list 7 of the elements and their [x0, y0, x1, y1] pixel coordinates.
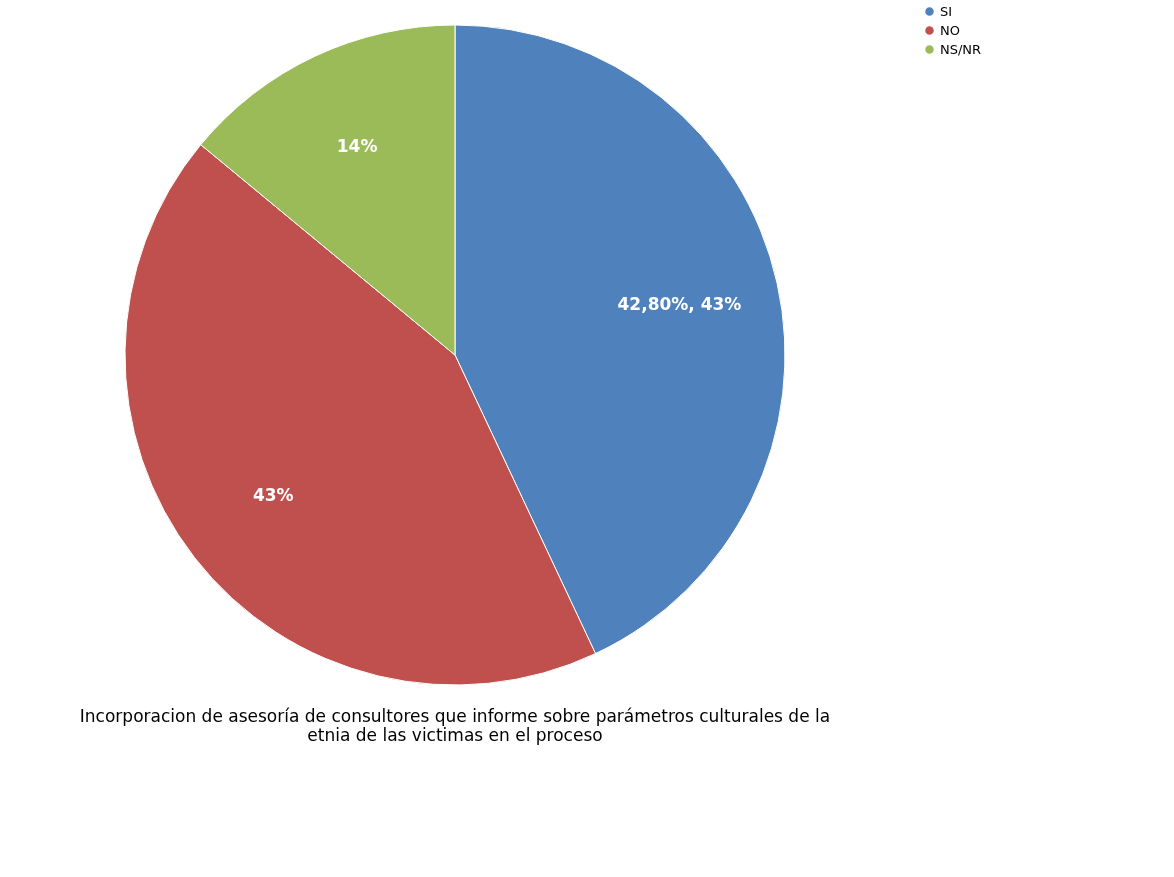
legend-label: NO: [940, 22, 960, 38]
data-label: 42,80%, 43%: [617, 293, 742, 314]
text: Incorporacion de asesoría de consultores que informe sobre parámetros culturales de la etnia de las victimas en el proceso: [79, 706, 831, 745]
data-label: 43%: [252, 484, 294, 505]
legend-label: NS/NR: [940, 41, 982, 57]
legend-label: SI: [940, 3, 953, 19]
data-label: 14%: [336, 135, 378, 156]
